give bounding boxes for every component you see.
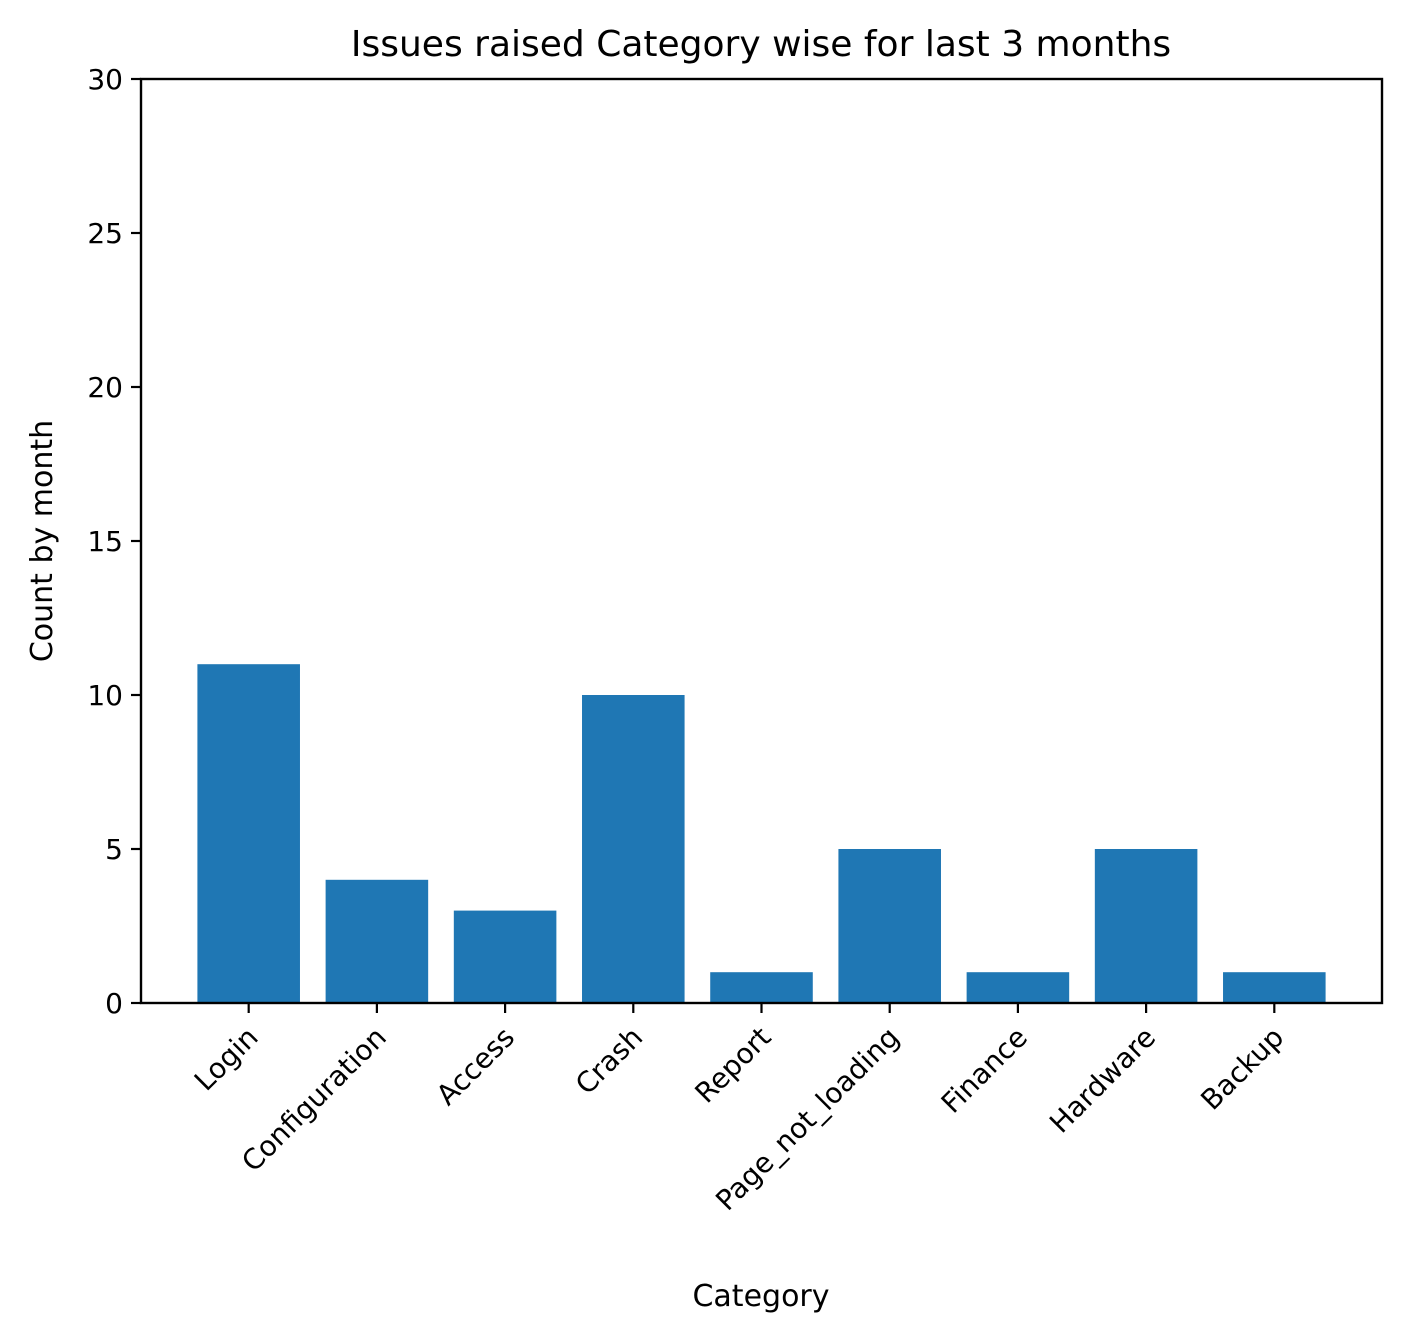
plot-frame — [139, 77, 1384, 1005]
bar-hardware — [1094, 849, 1198, 1003]
x-axis-label: Category — [692, 1279, 829, 1314]
y-axis-label: Count by month — [25, 420, 60, 662]
x-tick-label: Login — [188, 1021, 265, 1098]
bar-crash — [582, 695, 685, 1003]
chart-title: Issues raised Category wise for last 3 m… — [351, 24, 1171, 65]
x-tick-label: Report — [688, 1021, 777, 1110]
bars-layer — [197, 664, 1326, 1003]
bar-finance — [966, 972, 1070, 1003]
y-axis-ticks: 0 5 10 15 20 25 30 — [87, 63, 141, 1020]
x-tick-label: Hardware — [1043, 1021, 1162, 1140]
bar-report — [710, 972, 813, 1003]
y-tick-label: 5 — [105, 833, 123, 866]
x-tick-label: Finance — [935, 1021, 1034, 1120]
x-tick-label: Backup — [1194, 1021, 1290, 1117]
x-tick-label: Crash — [569, 1021, 649, 1101]
bar-page-not-loading — [838, 849, 941, 1003]
y-tick-label: 25 — [87, 217, 123, 250]
bar-configuration — [325, 879, 429, 1003]
bar-login — [197, 664, 300, 1003]
bar-access — [453, 910, 557, 1003]
bar-backup — [1223, 972, 1326, 1003]
y-tick-label: 0 — [105, 987, 123, 1020]
y-tick-label: 20 — [87, 371, 123, 404]
x-tick-label: Access — [430, 1021, 521, 1112]
y-tick-label: 15 — [87, 525, 123, 558]
y-tick-label: 10 — [87, 679, 123, 712]
y-tick-label: 30 — [87, 63, 123, 96]
